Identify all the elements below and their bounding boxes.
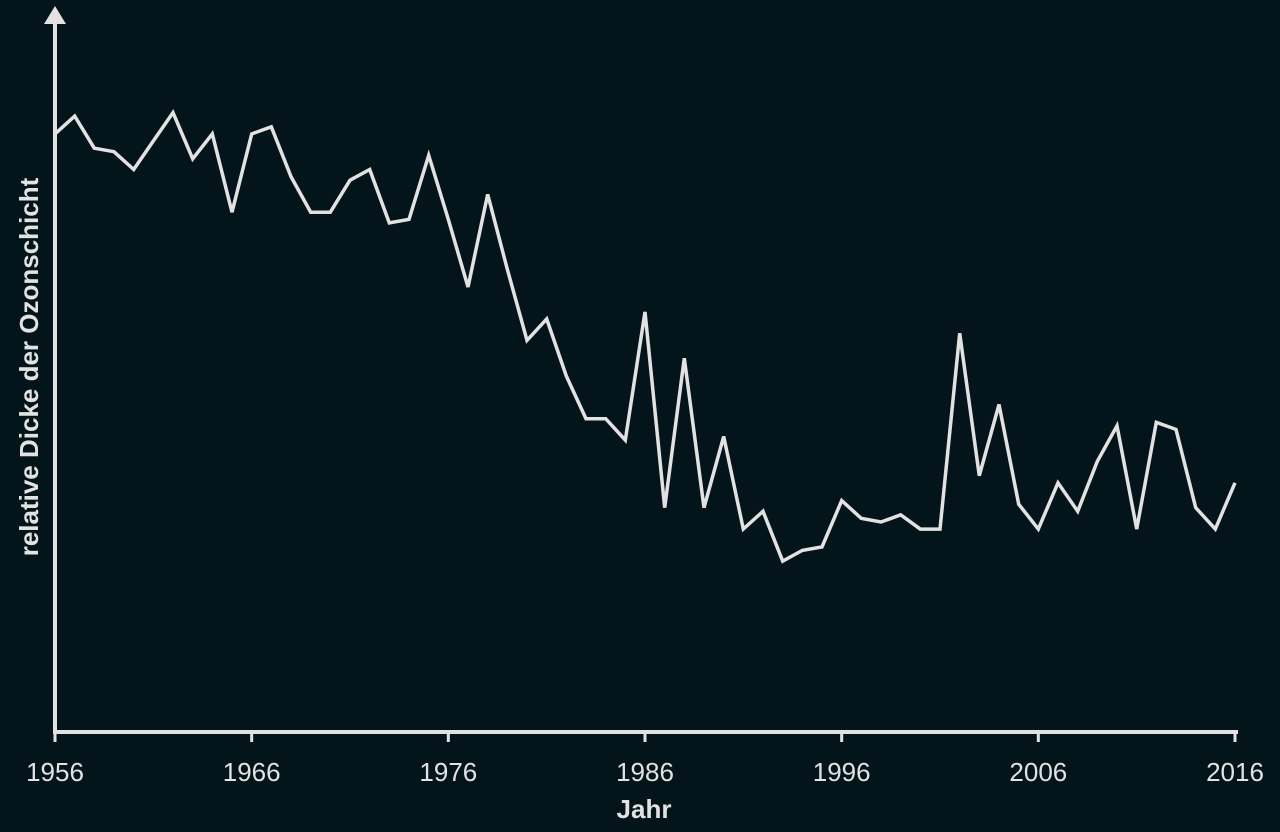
series-line bbox=[53, 108, 1237, 564]
x-ticks bbox=[53, 732, 1237, 742]
x-tick-label: 1976 bbox=[419, 757, 477, 787]
x-tick-label: 1996 bbox=[813, 757, 871, 787]
x-tick-label: 1956 bbox=[26, 757, 84, 787]
x-axis-label: Jahr bbox=[617, 794, 672, 824]
axes bbox=[44, 6, 1238, 734]
x-tick-label: 1966 bbox=[223, 757, 281, 787]
y-axis-arrowhead bbox=[44, 6, 66, 24]
x-tick-labels: 1956 1966 1976 1986 1996 2006 2016 bbox=[26, 757, 1264, 787]
x-tick-label: 2016 bbox=[1206, 757, 1264, 787]
x-tick-label: 2006 bbox=[1009, 757, 1067, 787]
series-layer bbox=[53, 108, 1237, 564]
y-axis-label: relative Dicke der Ozonschicht bbox=[14, 177, 44, 556]
x-tick-label: 1986 bbox=[616, 757, 674, 787]
